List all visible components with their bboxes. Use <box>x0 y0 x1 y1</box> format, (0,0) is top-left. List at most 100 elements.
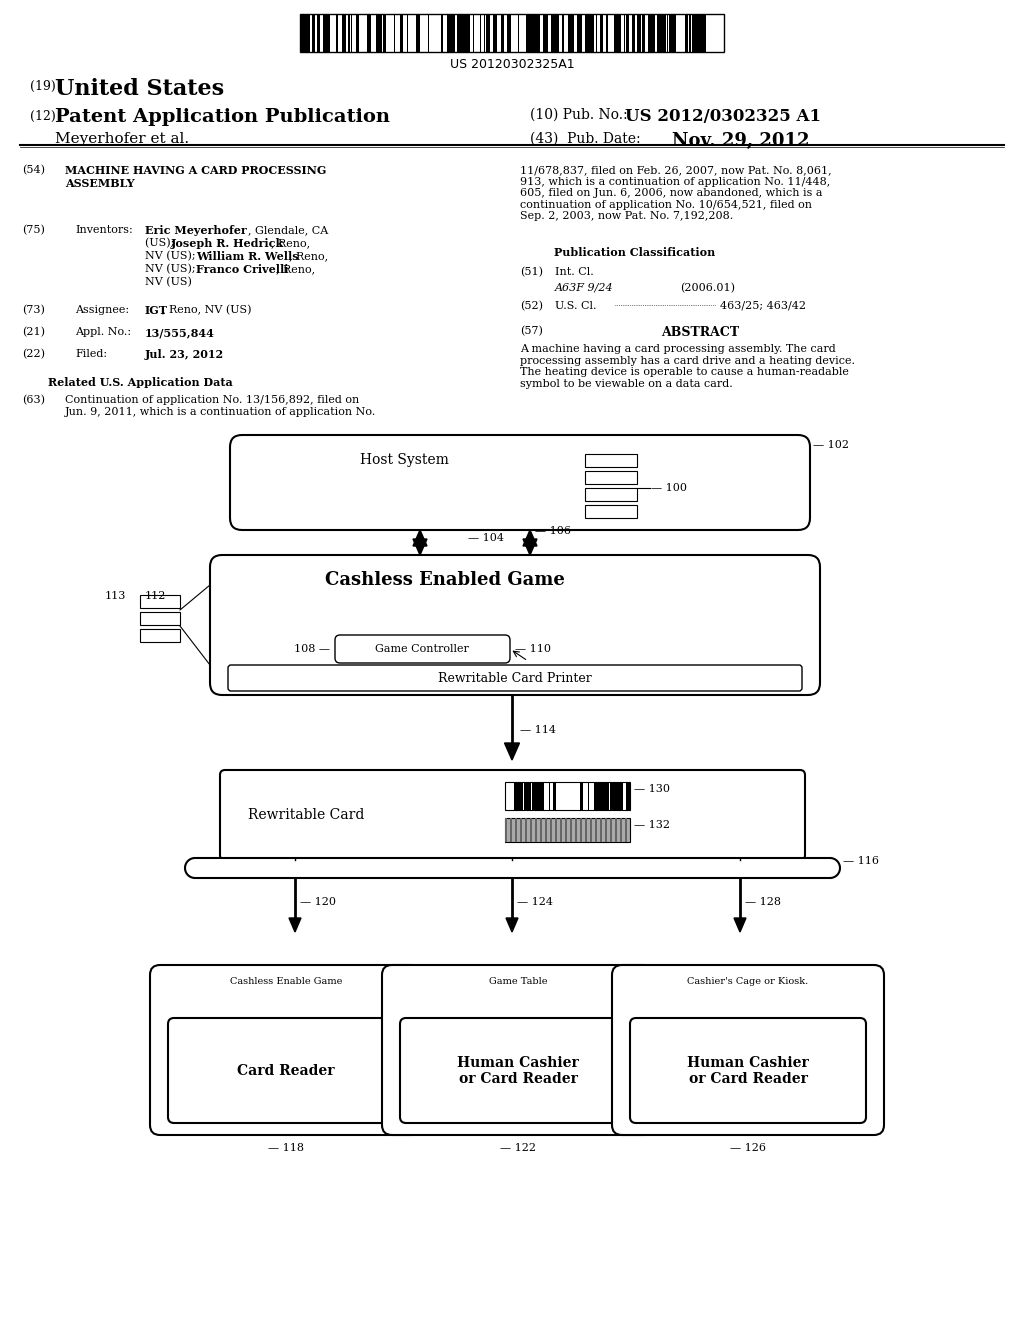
Bar <box>416 15 419 51</box>
Bar <box>437 15 439 51</box>
Bar <box>449 15 451 51</box>
Bar <box>447 15 449 51</box>
Bar <box>367 15 369 51</box>
Text: NV (US);: NV (US); <box>145 264 199 275</box>
Bar <box>520 818 522 842</box>
Text: , Reno, NV (US): , Reno, NV (US) <box>162 305 252 315</box>
Bar <box>556 781 559 810</box>
Text: Jul. 23, 2012: Jul. 23, 2012 <box>145 348 224 360</box>
Bar <box>568 781 570 810</box>
Bar <box>611 15 614 51</box>
Bar <box>348 15 350 51</box>
Bar <box>431 15 433 51</box>
Bar <box>669 15 672 51</box>
Bar <box>652 15 655 51</box>
Bar <box>406 15 407 51</box>
Bar <box>531 15 534 51</box>
Bar <box>621 781 623 810</box>
Bar <box>677 15 680 51</box>
Bar <box>563 781 565 810</box>
Text: (US);: (US); <box>145 238 178 248</box>
Bar <box>532 781 534 810</box>
Bar <box>590 818 592 842</box>
Bar <box>597 15 600 51</box>
Bar <box>501 15 504 51</box>
Bar <box>395 15 398 51</box>
Bar <box>648 15 650 51</box>
Bar <box>555 15 558 51</box>
Bar <box>639 15 641 51</box>
Bar <box>481 15 483 51</box>
Text: — 118: — 118 <box>268 1143 304 1152</box>
Polygon shape <box>289 917 301 932</box>
Bar <box>586 15 589 51</box>
Text: , Glendale, CA: , Glendale, CA <box>248 224 329 235</box>
Bar <box>326 15 329 51</box>
Bar <box>577 781 580 810</box>
Bar <box>534 15 537 51</box>
Text: Game Table: Game Table <box>488 977 547 986</box>
FancyBboxPatch shape <box>612 965 884 1135</box>
Bar <box>605 781 607 810</box>
Bar <box>589 781 591 810</box>
Bar <box>487 15 490 51</box>
Bar <box>387 15 390 51</box>
Bar <box>312 15 315 51</box>
Text: Nov. 29, 2012: Nov. 29, 2012 <box>672 132 810 150</box>
Text: 13/555,844: 13/555,844 <box>145 327 215 338</box>
Bar <box>585 506 637 517</box>
Bar <box>624 781 626 810</box>
Bar <box>330 15 333 51</box>
Bar <box>477 15 480 51</box>
Bar <box>457 15 459 51</box>
Text: Cashier's Cage or Kiosk.: Cashier's Cage or Kiosk. <box>687 977 809 986</box>
Text: Rewritable Card: Rewritable Card <box>248 808 365 822</box>
Bar <box>527 15 530 51</box>
Text: 112: 112 <box>145 591 166 601</box>
Bar <box>539 781 541 810</box>
Bar <box>548 15 551 51</box>
Text: (2006.01): (2006.01) <box>680 282 735 293</box>
Text: Assignee:: Assignee: <box>75 305 129 315</box>
Polygon shape <box>523 539 537 554</box>
Bar <box>693 15 696 51</box>
Text: Related U.S. Application Data: Related U.S. Application Data <box>48 378 232 388</box>
Text: , Reno,: , Reno, <box>289 251 328 261</box>
Text: Eric Meyerhofer: Eric Meyerhofer <box>145 224 247 236</box>
Bar <box>589 15 592 51</box>
Bar <box>683 15 685 51</box>
Bar <box>423 15 426 51</box>
Bar <box>535 818 537 842</box>
Bar <box>626 781 629 810</box>
Text: — 110: — 110 <box>515 644 551 653</box>
Text: — 120: — 120 <box>300 898 336 907</box>
Bar <box>359 15 362 51</box>
Bar <box>508 15 511 51</box>
Bar <box>574 15 577 51</box>
Bar <box>317 15 319 51</box>
Bar <box>662 15 664 51</box>
FancyBboxPatch shape <box>400 1018 636 1123</box>
Text: A63F 9/24: A63F 9/24 <box>555 282 613 293</box>
Bar <box>529 781 531 810</box>
Text: NV (US): NV (US) <box>145 277 191 288</box>
Text: Card Reader: Card Reader <box>238 1064 335 1078</box>
Text: Game Controller: Game Controller <box>375 644 469 653</box>
Bar <box>510 818 512 842</box>
Text: — 130: — 130 <box>634 784 670 795</box>
Bar <box>577 15 579 51</box>
Bar <box>570 781 573 810</box>
Text: (73): (73) <box>22 305 45 315</box>
Bar <box>195 858 830 878</box>
Bar <box>559 15 562 51</box>
Text: Publication Classification: Publication Classification <box>554 247 716 257</box>
Bar <box>543 15 546 51</box>
Bar <box>585 818 587 842</box>
Circle shape <box>627 508 633 515</box>
Bar <box>594 15 596 51</box>
Bar <box>696 15 698 51</box>
FancyBboxPatch shape <box>382 965 654 1135</box>
Text: US 2012/0302325 A1: US 2012/0302325 A1 <box>625 108 821 125</box>
Bar <box>340 15 342 51</box>
Bar <box>600 15 603 51</box>
